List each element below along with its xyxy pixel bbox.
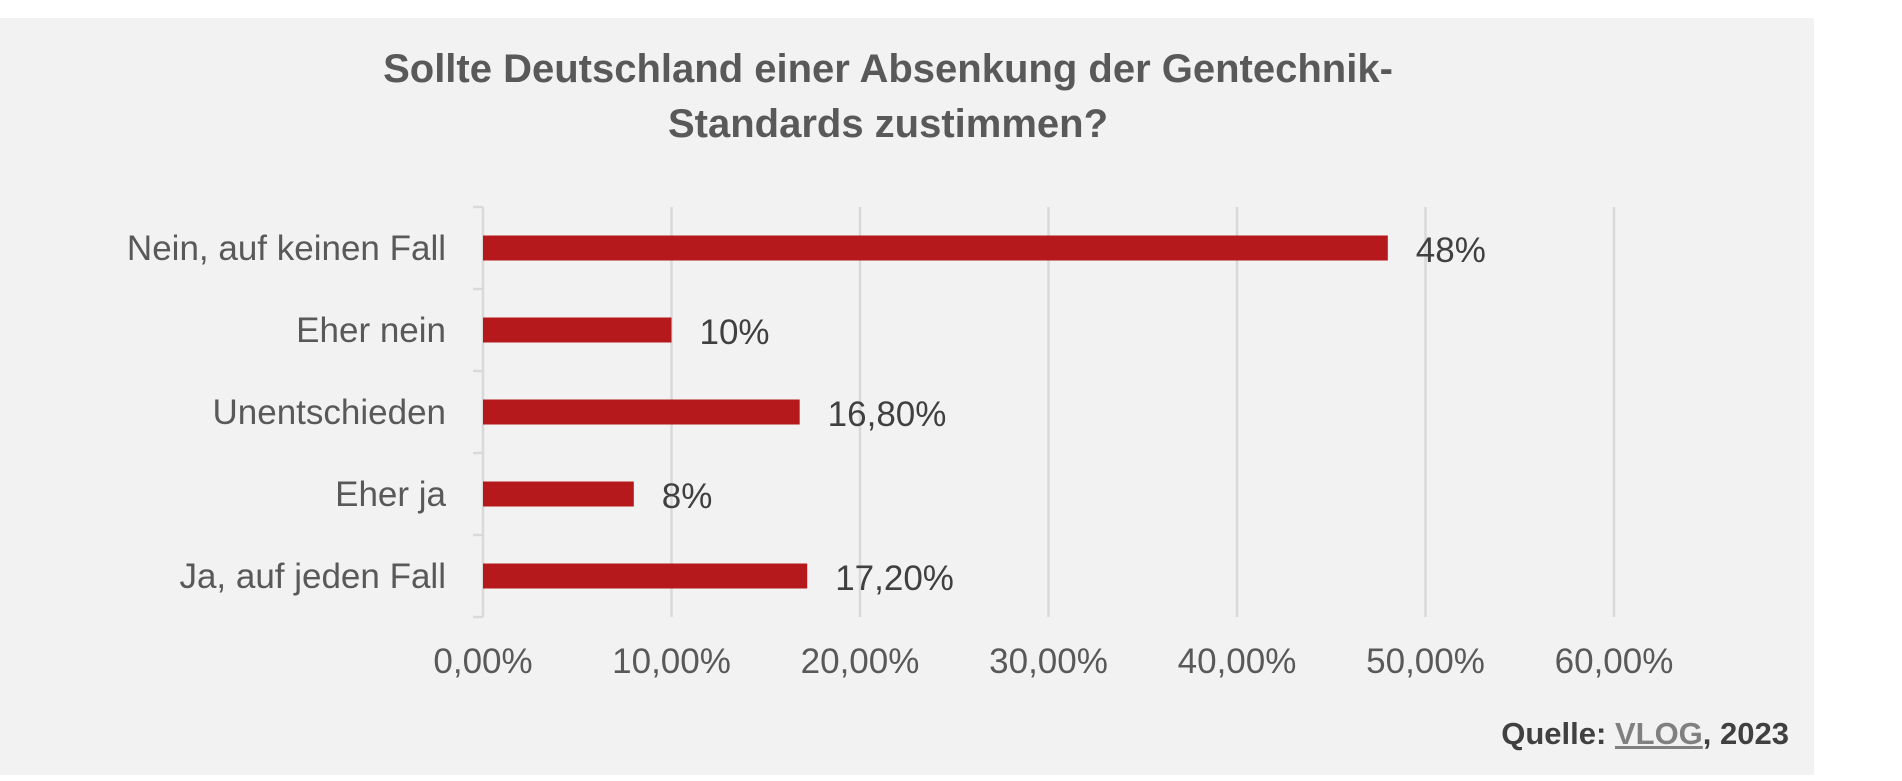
data-label: 8% xyxy=(662,477,713,516)
x-tick-label: 30,00% xyxy=(989,642,1108,681)
bar xyxy=(483,399,800,425)
chart-title-line2: Standards zustimmen? xyxy=(667,102,1109,146)
data-label: 48% xyxy=(1416,231,1486,270)
data-label: 17,20% xyxy=(835,559,954,598)
chart-title-line1: Sollte Deutschland einer Absenkung der G… xyxy=(383,47,1393,91)
x-tick-label: 40,00% xyxy=(1178,642,1297,681)
bar xyxy=(483,235,1388,261)
x-tick-label: 0,00% xyxy=(433,642,532,681)
source-note: Quelle: VLOG, 2023 xyxy=(1501,716,1789,752)
category-label: Nein, auf keinen Fall xyxy=(127,229,446,268)
chart-panel xyxy=(0,18,1814,775)
source-prefix: Quelle: xyxy=(1501,716,1615,751)
x-tick-label: 50,00% xyxy=(1366,642,1485,681)
x-tick-label: 10,00% xyxy=(612,642,731,681)
category-label: Ja, auf jeden Fall xyxy=(179,557,446,596)
category-label: Eher nein xyxy=(296,311,446,350)
source-suffix: , 2023 xyxy=(1702,716,1789,751)
bar xyxy=(483,481,634,507)
bar xyxy=(483,563,808,589)
x-tick-label: 60,00% xyxy=(1555,642,1674,681)
chart-title: Sollte Deutschland einer Absenkung der G… xyxy=(0,42,1776,152)
x-tick-label: 20,00% xyxy=(801,642,920,681)
data-label: 10% xyxy=(700,313,770,352)
data-label: 16,80% xyxy=(828,395,947,434)
category-label: Unentschieden xyxy=(213,393,447,432)
source-link[interactable]: VLOG xyxy=(1614,716,1703,751)
bar xyxy=(483,317,672,343)
category-label: Eher ja xyxy=(335,475,446,514)
